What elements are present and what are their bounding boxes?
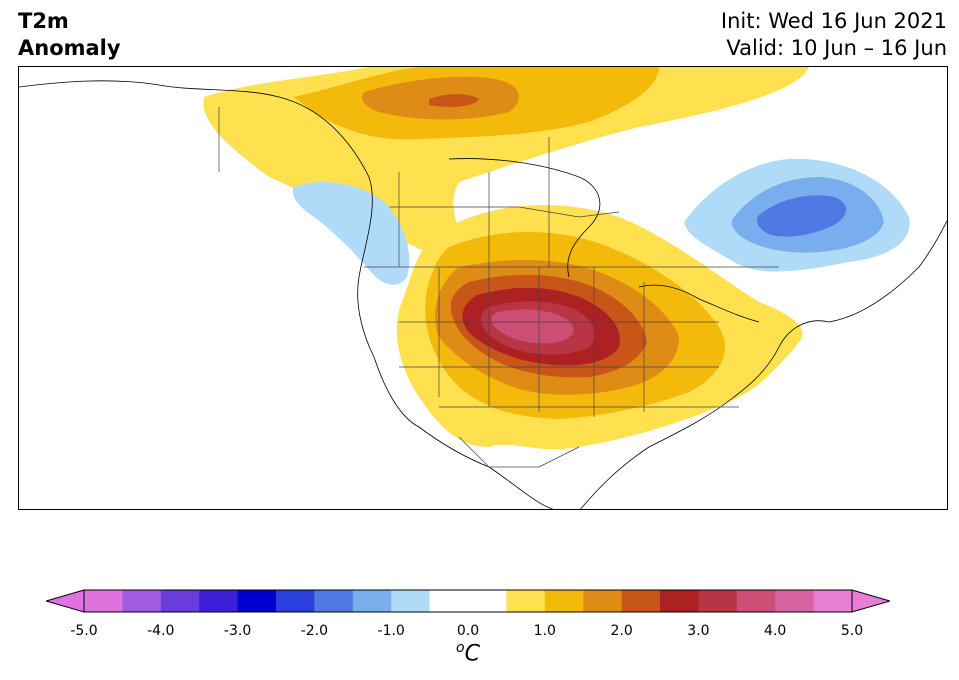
- valid-range: Valid: 10 Jun – 16 Jun: [726, 36, 947, 60]
- colorbar-segment: [698, 590, 738, 612]
- colorbar-segment: [621, 590, 661, 612]
- map-dates: Init: Wed 16 Jun 2021 Valid: 10 Jun – 16…: [721, 8, 947, 62]
- colorbar-segment: [468, 590, 507, 612]
- colorbar-segment: [775, 590, 815, 612]
- colorbar-segments: [84, 590, 853, 612]
- warm-anomaly-north: [203, 67, 809, 272]
- title-line-1: T2m: [18, 9, 69, 33]
- colorbar-segment: [813, 590, 853, 612]
- political-borders: [218, 107, 779, 468]
- colorbar-tick-label: 0.0: [456, 623, 480, 639]
- colorbar-tick-label: -2.0: [300, 623, 329, 639]
- colorbar-arrow-right: [851, 589, 890, 613]
- colorbar-tick-label: -5.0: [70, 623, 98, 639]
- colorbar-segment: [314, 590, 354, 612]
- colorbar-arrow-left: [46, 589, 85, 613]
- colorbar-tick-label: 3.0: [687, 623, 710, 639]
- unit-base: C: [464, 641, 480, 667]
- colorbar-segment: [237, 590, 277, 612]
- colorbar-segment: [506, 590, 546, 612]
- unit-degree: o: [456, 640, 465, 656]
- init-date: Init: Wed 16 Jun 2021: [720, 9, 947, 33]
- colorbar-tick-label: 1.0: [533, 623, 556, 639]
- colorbar-tick-label: -4.0: [147, 623, 175, 639]
- colorbar-segment: [391, 590, 431, 612]
- colorbar: [46, 589, 890, 613]
- colorbar-segment: [160, 590, 200, 612]
- cold-anomaly-pacific-nw: [292, 182, 410, 285]
- colorbar-segment: [583, 590, 623, 612]
- colorbar-segment: [544, 590, 584, 612]
- colorbar-segment: [352, 590, 392, 612]
- colorbar-segment: [276, 590, 315, 612]
- title-line-2: Anomaly: [18, 36, 121, 60]
- colorbar-tick-label: -3.0: [223, 623, 252, 639]
- map-svg: [19, 67, 947, 509]
- cold-anomaly-quebec: [684, 158, 910, 272]
- colorbar-tick-label: -1.0: [377, 623, 405, 639]
- colorbar-segment: [199, 590, 239, 612]
- anomaly-map: [18, 66, 948, 510]
- colorbar-segment: [429, 590, 469, 612]
- warm-anomaly-central: [396, 205, 803, 450]
- map-title: T2m Anomaly: [18, 8, 121, 62]
- colorbar-tick-label: 5.0: [840, 623, 864, 639]
- colorbar-unit: oC: [456, 640, 480, 666]
- colorbar-tick-label: 4.0: [764, 623, 787, 639]
- colorbar-segment: [122, 590, 162, 612]
- colorbar-segment: [736, 590, 776, 612]
- colorbar-segment: [660, 590, 699, 612]
- colorbar-tick-label: 2.0: [610, 623, 633, 639]
- colorbar-segment: [84, 590, 123, 612]
- coastlines: [19, 80, 947, 509]
